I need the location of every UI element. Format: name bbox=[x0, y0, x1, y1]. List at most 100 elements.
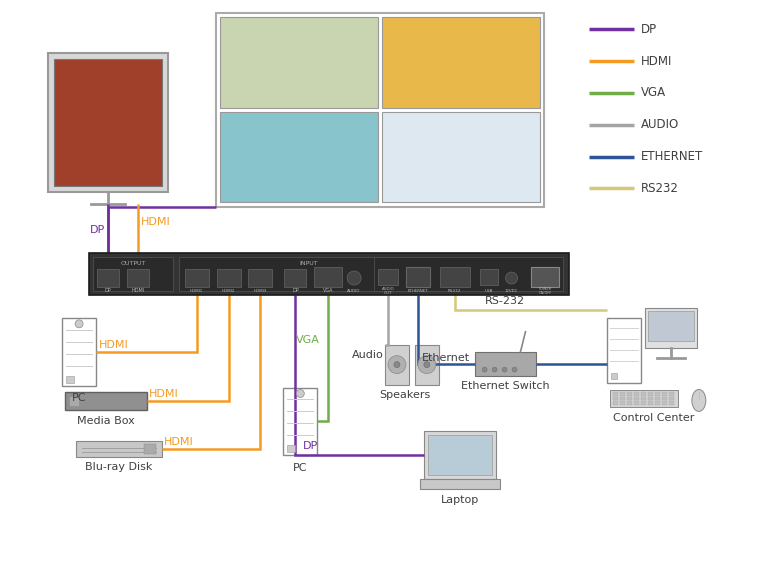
Ellipse shape bbox=[692, 390, 705, 412]
Text: Media Box: Media Box bbox=[77, 416, 135, 426]
Text: ETHERNET: ETHERNET bbox=[408, 289, 428, 293]
FancyBboxPatch shape bbox=[76, 441, 162, 457]
FancyBboxPatch shape bbox=[655, 401, 660, 405]
Circle shape bbox=[388, 356, 406, 374]
FancyBboxPatch shape bbox=[669, 393, 674, 396]
FancyBboxPatch shape bbox=[634, 393, 639, 396]
FancyBboxPatch shape bbox=[611, 373, 617, 379]
Text: HDMI3: HDMI3 bbox=[254, 289, 267, 293]
FancyBboxPatch shape bbox=[475, 352, 536, 375]
FancyBboxPatch shape bbox=[428, 435, 492, 475]
Text: Blu-ray Disk: Blu-ray Disk bbox=[85, 462, 152, 472]
Text: DP: DP bbox=[292, 289, 299, 293]
FancyBboxPatch shape bbox=[634, 397, 639, 401]
FancyBboxPatch shape bbox=[220, 17, 378, 108]
FancyBboxPatch shape bbox=[424, 431, 496, 479]
Text: Ethernet: Ethernet bbox=[422, 352, 470, 363]
FancyBboxPatch shape bbox=[620, 397, 625, 401]
Text: HDMI: HDMI bbox=[131, 289, 145, 293]
FancyBboxPatch shape bbox=[144, 444, 155, 454]
FancyBboxPatch shape bbox=[669, 397, 674, 401]
Text: RS232: RS232 bbox=[448, 289, 461, 293]
Text: Laptop: Laptop bbox=[440, 495, 479, 505]
FancyBboxPatch shape bbox=[655, 393, 660, 396]
Text: DP: DP bbox=[303, 441, 319, 451]
FancyBboxPatch shape bbox=[178, 257, 438, 291]
Text: Audio: Audio bbox=[352, 350, 384, 360]
Text: HDMI2: HDMI2 bbox=[222, 289, 235, 293]
Text: HDMI: HDMI bbox=[99, 340, 129, 350]
Text: Control Center: Control Center bbox=[614, 413, 695, 424]
FancyBboxPatch shape bbox=[89, 253, 569, 295]
FancyBboxPatch shape bbox=[440, 267, 470, 287]
Circle shape bbox=[394, 362, 400, 367]
Text: DP: DP bbox=[90, 225, 105, 235]
FancyBboxPatch shape bbox=[378, 269, 398, 285]
FancyBboxPatch shape bbox=[613, 397, 618, 401]
Text: HDMI: HDMI bbox=[641, 55, 673, 68]
FancyBboxPatch shape bbox=[93, 257, 173, 291]
Text: VGA: VGA bbox=[296, 335, 320, 345]
Text: AUDIO
OUT: AUDIO OUT bbox=[381, 286, 394, 295]
Text: Speakers: Speakers bbox=[379, 390, 430, 400]
Text: VGA: VGA bbox=[641, 87, 666, 99]
Text: PC: PC bbox=[293, 463, 308, 473]
FancyBboxPatch shape bbox=[420, 479, 499, 489]
FancyBboxPatch shape bbox=[613, 401, 618, 405]
FancyBboxPatch shape bbox=[662, 397, 667, 401]
FancyBboxPatch shape bbox=[69, 397, 79, 406]
Circle shape bbox=[492, 367, 497, 372]
FancyBboxPatch shape bbox=[607, 318, 641, 382]
FancyBboxPatch shape bbox=[54, 59, 162, 187]
Text: ETHERNET: ETHERNET bbox=[641, 150, 703, 163]
Circle shape bbox=[75, 320, 83, 328]
FancyBboxPatch shape bbox=[611, 390, 678, 408]
Text: 12VDC: 12VDC bbox=[505, 289, 519, 293]
Text: AUDIO: AUDIO bbox=[641, 118, 679, 131]
Text: HDMI: HDMI bbox=[149, 389, 178, 400]
FancyBboxPatch shape bbox=[620, 401, 625, 405]
FancyBboxPatch shape bbox=[662, 393, 667, 396]
FancyBboxPatch shape bbox=[645, 308, 697, 348]
FancyBboxPatch shape bbox=[415, 345, 439, 385]
Circle shape bbox=[424, 362, 430, 367]
Text: OUTPUT: OUTPUT bbox=[120, 261, 146, 266]
FancyBboxPatch shape bbox=[217, 269, 241, 287]
Text: VGA: VGA bbox=[323, 289, 333, 293]
FancyBboxPatch shape bbox=[648, 311, 694, 341]
FancyBboxPatch shape bbox=[627, 401, 632, 405]
Text: HDMI: HDMI bbox=[141, 218, 171, 227]
FancyBboxPatch shape bbox=[480, 269, 498, 285]
FancyBboxPatch shape bbox=[641, 397, 646, 401]
Text: HDMI1: HDMI1 bbox=[190, 289, 203, 293]
FancyBboxPatch shape bbox=[185, 269, 208, 287]
FancyBboxPatch shape bbox=[65, 393, 147, 410]
Text: Ethernet Switch: Ethernet Switch bbox=[461, 381, 550, 390]
Text: RS232: RS232 bbox=[641, 182, 679, 195]
FancyBboxPatch shape bbox=[620, 393, 625, 396]
FancyBboxPatch shape bbox=[655, 397, 660, 401]
FancyBboxPatch shape bbox=[284, 269, 306, 287]
FancyBboxPatch shape bbox=[374, 257, 563, 291]
Circle shape bbox=[418, 356, 436, 374]
FancyBboxPatch shape bbox=[641, 393, 646, 396]
FancyBboxPatch shape bbox=[220, 112, 378, 203]
FancyBboxPatch shape bbox=[382, 112, 541, 203]
Text: AUDIO: AUDIO bbox=[348, 289, 361, 293]
Circle shape bbox=[502, 367, 507, 372]
Text: RS-232: RS-232 bbox=[485, 296, 525, 306]
FancyBboxPatch shape bbox=[641, 401, 646, 405]
FancyBboxPatch shape bbox=[314, 267, 342, 287]
FancyBboxPatch shape bbox=[215, 13, 545, 207]
FancyBboxPatch shape bbox=[248, 269, 273, 287]
FancyBboxPatch shape bbox=[406, 267, 430, 287]
FancyBboxPatch shape bbox=[287, 445, 296, 452]
FancyBboxPatch shape bbox=[669, 401, 674, 405]
Circle shape bbox=[506, 272, 518, 284]
Text: POWER
ON/OFF: POWER ON/OFF bbox=[538, 286, 552, 295]
Circle shape bbox=[512, 367, 517, 372]
FancyBboxPatch shape bbox=[648, 401, 653, 405]
Circle shape bbox=[296, 390, 304, 397]
FancyBboxPatch shape bbox=[648, 397, 653, 401]
Text: DP: DP bbox=[105, 289, 111, 293]
